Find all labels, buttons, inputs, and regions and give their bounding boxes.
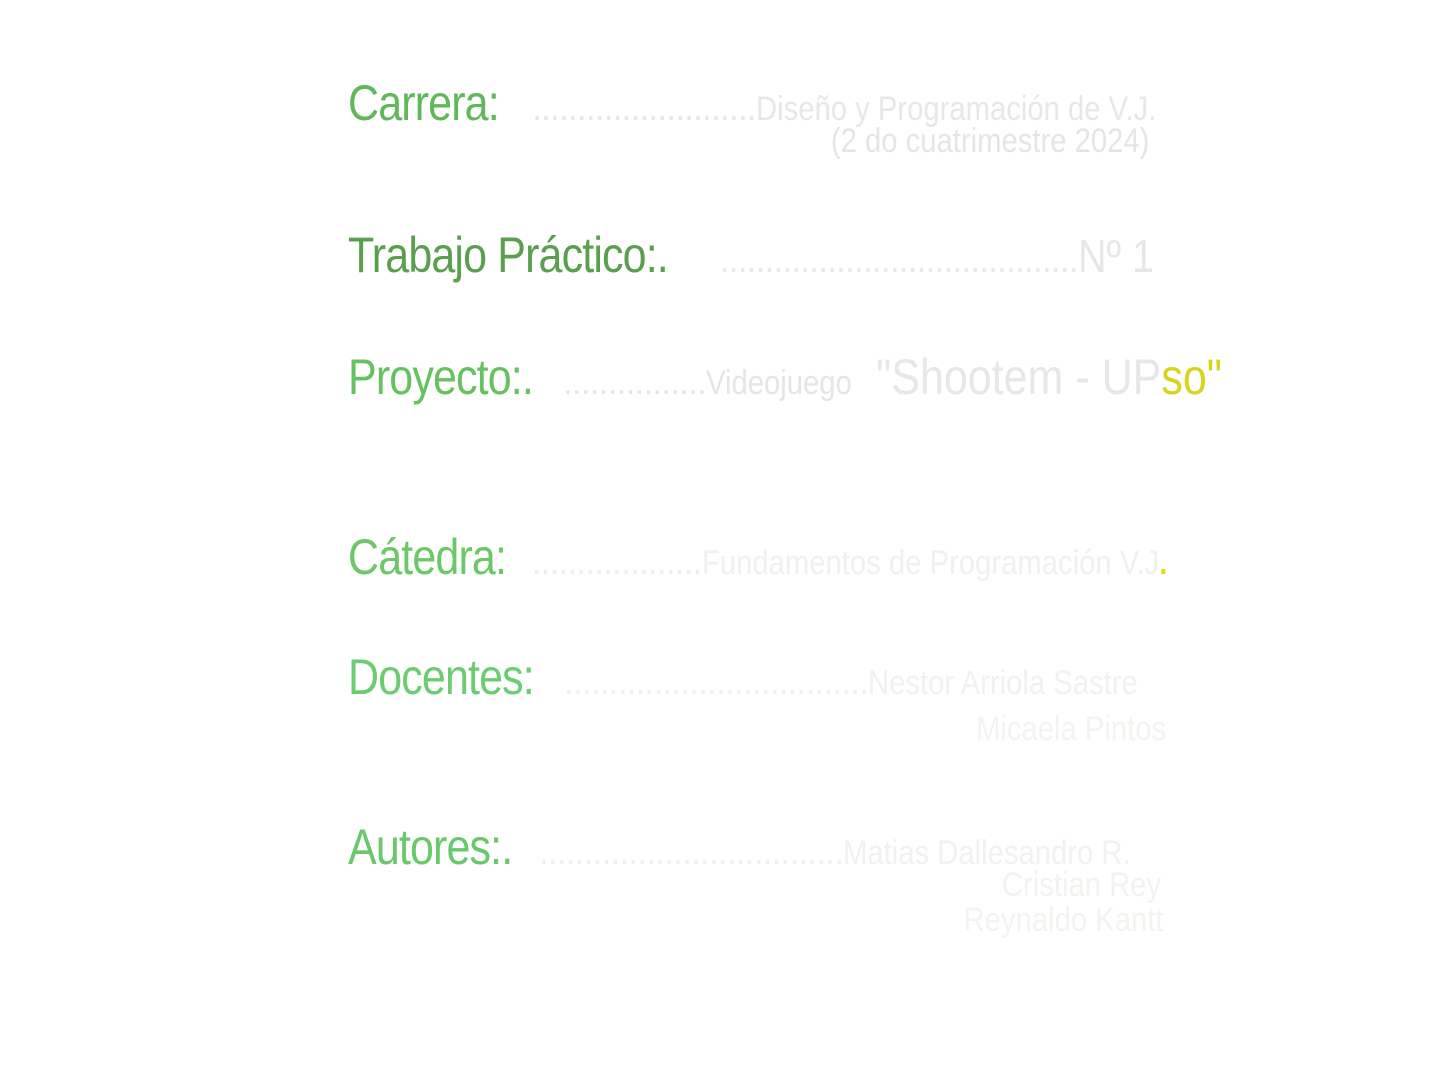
catedra-value-text: Fundamentos de Programación V.J — [701, 544, 1160, 582]
autor-name-1: Matias Dallesandro R. — [843, 834, 1131, 872]
carrera-period: (2 do cuatrimestre 2024) — [830, 122, 1149, 160]
carrera-label: Carrera: — [348, 75, 500, 131]
catedra-accent-dot: . — [1159, 544, 1168, 582]
trabajo-practico-label: Trabajo Práctico:. — [348, 227, 669, 283]
proyecto-title-end: " — [1206, 349, 1222, 405]
autor-name-3: Reynaldo Kantt — [963, 901, 1163, 939]
catedra-dots: ................... — [531, 544, 702, 582]
autores-label: Autores:. — [348, 819, 513, 875]
autor-name-2: Cristian Rey — [1001, 866, 1161, 904]
catedra-label: Cátedra: — [348, 529, 507, 585]
trabajo-practico-dots: ........................................ — [719, 242, 1078, 280]
proyecto-dots: ................ — [563, 364, 707, 402]
row-proyecto: Proyecto:. ................Videojuego "Sh… — [348, 352, 1278, 402]
docente-name-1: Nestor Arriola Sastre — [868, 664, 1139, 702]
row-trabajo-practico: Trabajo Práctico:.......................… — [348, 230, 1166, 280]
docente-name-2: Micaela Pintos — [975, 710, 1166, 748]
trabajo-practico-value: Nº 1 — [1077, 230, 1154, 282]
row-autores: Autores:................................… — [348, 822, 1178, 872]
proyecto-label: Proyecto:. — [348, 349, 534, 405]
carrera-dots: ......................... — [523, 90, 756, 128]
row-docentes: Docentes:...............................… — [348, 652, 1182, 702]
proyecto-title-accent: so — [1161, 349, 1207, 405]
proyecto-value-prefix: Videojuego — [706, 364, 853, 402]
autores-dots: .................................. — [539, 834, 844, 872]
docentes-dots: .................................. — [564, 664, 869, 702]
carrera-value: Diseño y Programación de V.J. — [755, 90, 1157, 128]
proyecto-title: "Shootem - UPso" — [876, 352, 1222, 402]
row-carrera: Carrera: .........................Diseño… — [348, 78, 1222, 128]
docentes-label: Docentes: — [348, 649, 535, 705]
proyecto-title-main: "Shootem - UP — [875, 349, 1162, 405]
row-catedra: Cátedra: ...................Fundamentos d… — [348, 532, 1243, 582]
catedra-value: Fundamentos de Programación V.J. — [702, 546, 1167, 580]
